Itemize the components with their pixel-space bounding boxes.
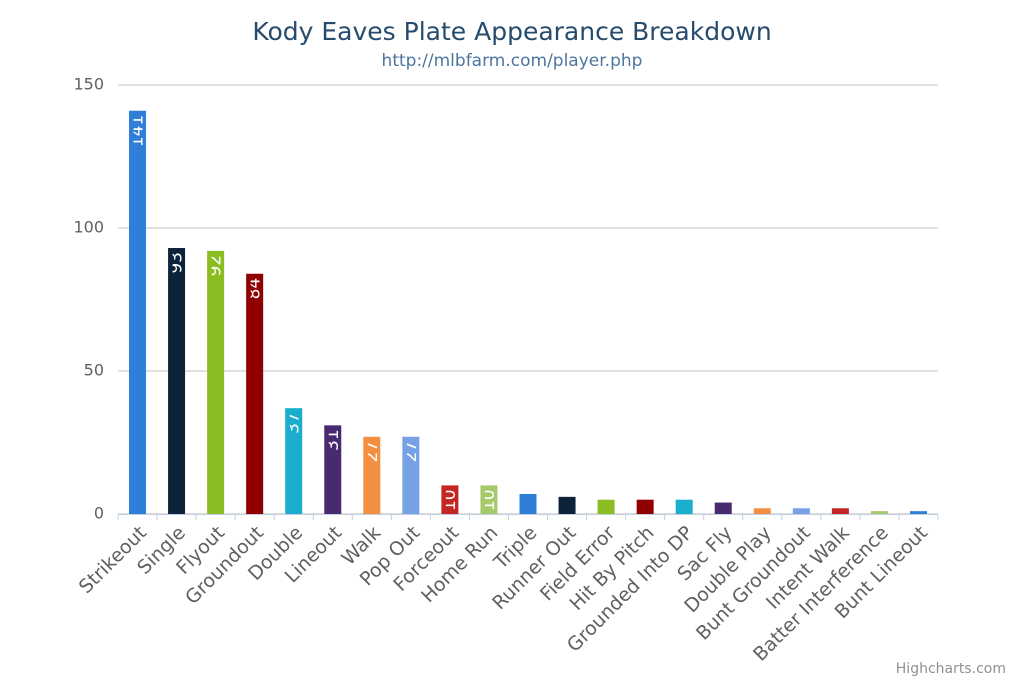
- chart-title: Kody Eaves Plate Appearance Breakdown: [252, 17, 771, 46]
- bar: [675, 499, 693, 514]
- y-tick-label: 0: [94, 504, 104, 523]
- data-label: 31: [323, 429, 343, 451]
- data-label: 141: [128, 115, 148, 147]
- bar: [558, 496, 576, 514]
- bar: [597, 499, 615, 514]
- bar: [909, 511, 927, 514]
- credits[interactable]: Highcharts.com: [896, 661, 1006, 677]
- data-label: 93: [167, 252, 187, 274]
- bar: [714, 502, 732, 514]
- bar: [129, 110, 147, 515]
- bar: [207, 250, 225, 514]
- bar: [519, 493, 537, 514]
- data-label: 27: [401, 441, 421, 463]
- bar: [285, 408, 303, 514]
- bar: [831, 508, 849, 514]
- bar: [246, 273, 264, 514]
- bar: [402, 436, 420, 514]
- data-label: 10: [440, 489, 460, 511]
- bar: [168, 248, 186, 514]
- bar: [753, 508, 771, 514]
- bar: [441, 485, 459, 514]
- y-tick-label: 100: [73, 218, 104, 237]
- data-label: 37: [284, 412, 304, 434]
- bar: [792, 508, 810, 514]
- bar: [324, 425, 342, 514]
- data-label: 92: [206, 255, 226, 277]
- bar: [636, 499, 654, 514]
- chart-subtitle: http://mlbfarm.com/player.php: [382, 51, 643, 71]
- bar: [363, 436, 381, 514]
- data-label: 84: [245, 278, 265, 300]
- y-tick-label: 50: [84, 361, 104, 380]
- y-tick-label: 150: [73, 75, 104, 94]
- bar: [480, 485, 498, 514]
- data-label: 27: [362, 441, 382, 463]
- data-label: 10: [479, 489, 499, 511]
- bar: [870, 511, 888, 514]
